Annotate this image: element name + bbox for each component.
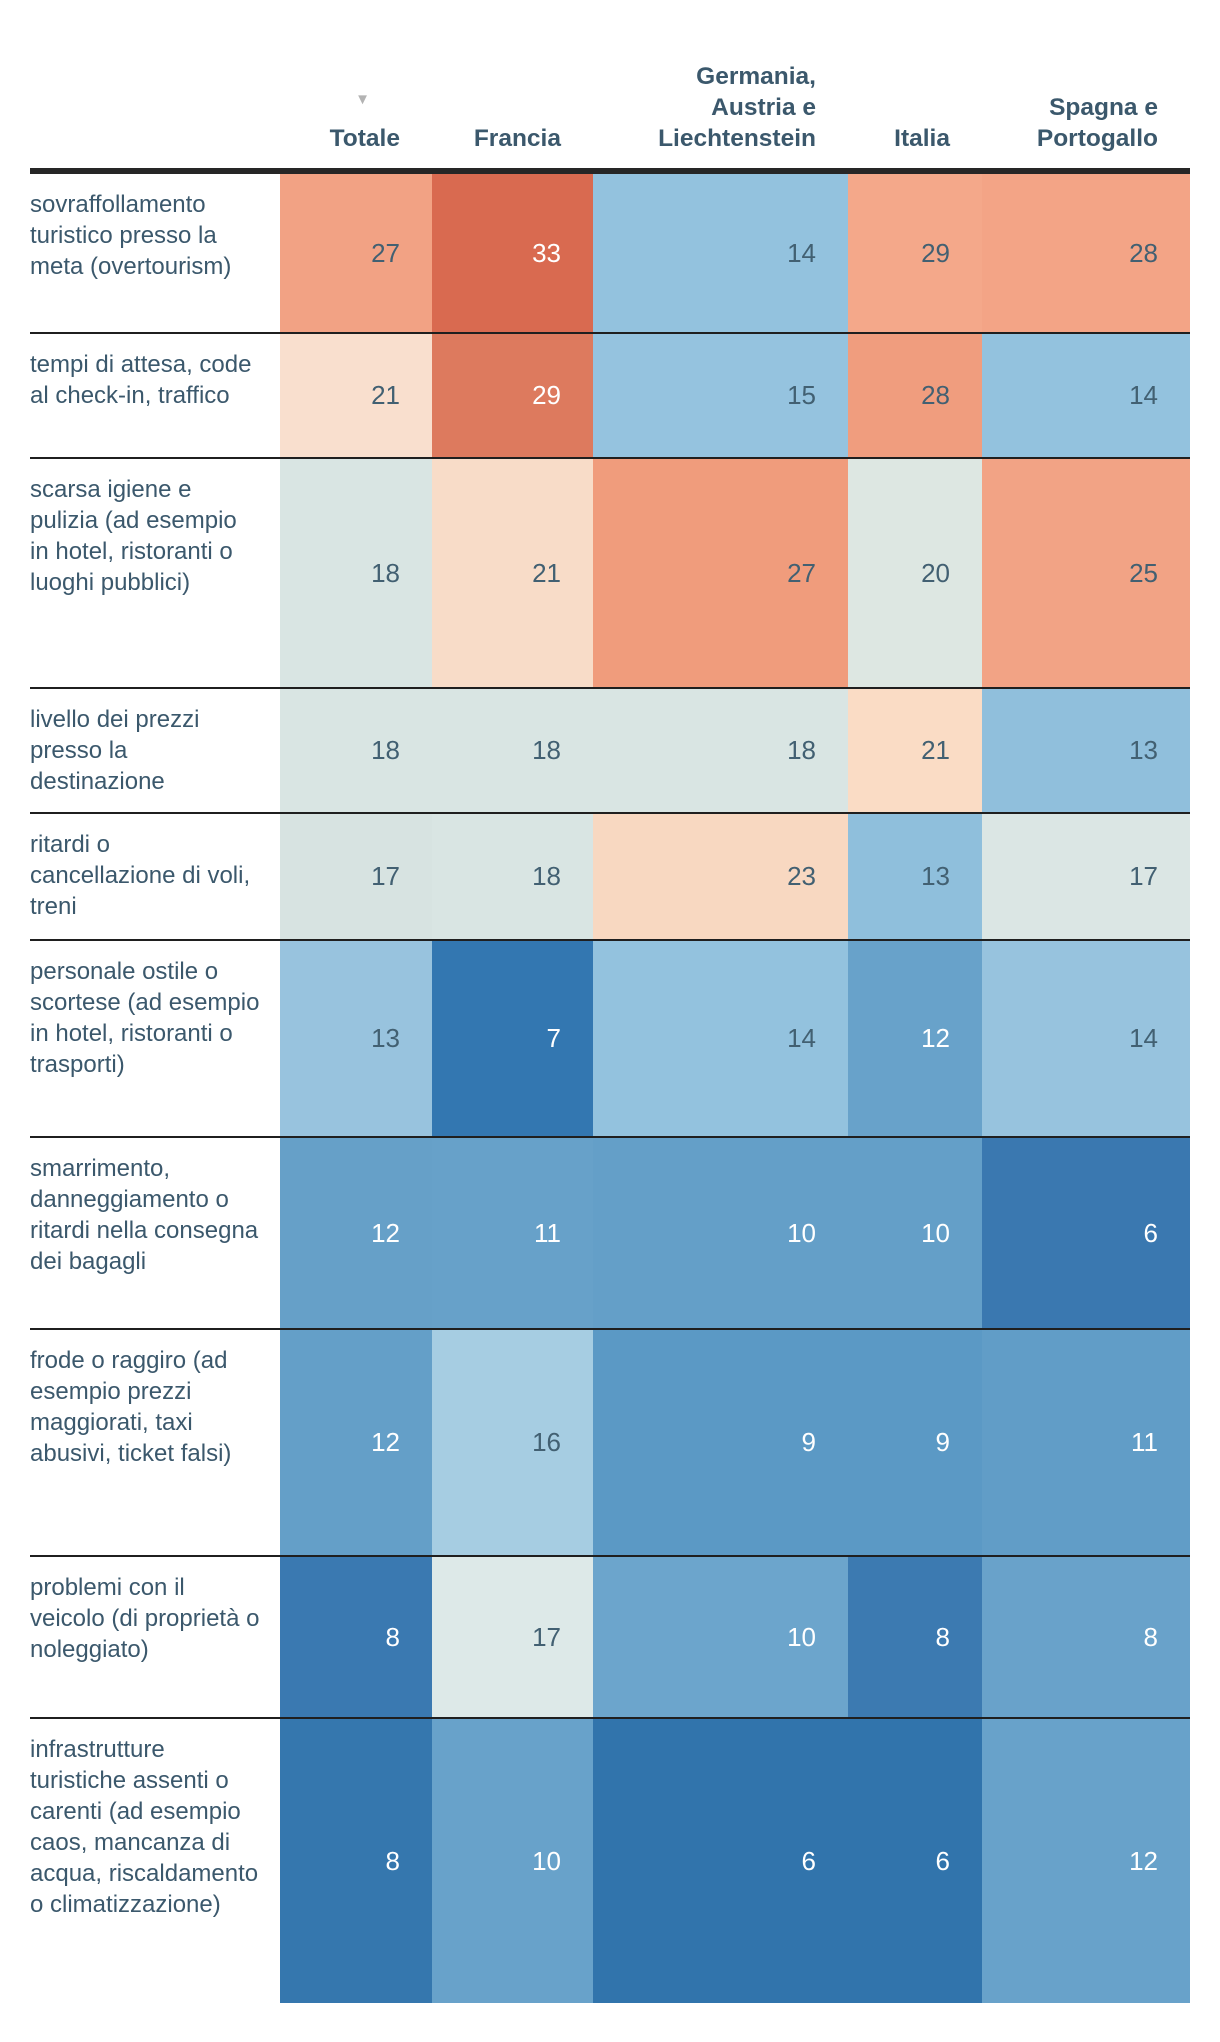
row-label: smarrimento, danneggiamento o ritardi ne… <box>30 1138 280 1328</box>
heatmap-cell-totale: 8 <box>280 1557 432 1717</box>
heatmap-cell-italia: 9 <box>848 1330 982 1555</box>
table-row: sovraffollamento turistico presso la met… <box>30 174 1190 332</box>
heatmap-cell-germania: 15 <box>593 334 848 457</box>
table-row: personale ostile o scortese (ad esempio … <box>30 939 1190 1136</box>
heatmap-cell-totale: 21 <box>280 334 432 457</box>
heatmap-cell-spagna: 12 <box>982 1719 1190 2003</box>
heatmap-cell-germania: 14 <box>593 941 848 1136</box>
heatmap-cell-francia: 29 <box>432 334 593 457</box>
table-body: sovraffollamento turistico presso la met… <box>30 168 1190 2003</box>
heatmap-cell-totale: 27 <box>280 174 432 332</box>
heatmap-cell-germania: 27 <box>593 459 848 687</box>
table-row: infrastrutture turistiche assenti o care… <box>30 1717 1190 2003</box>
heatmap-cell-spagna: 28 <box>982 174 1190 332</box>
heatmap-cell-germania: 10 <box>593 1557 848 1717</box>
heatmap-cell-totale: 8 <box>280 1719 432 2003</box>
heatmap-cell-spagna: 13 <box>982 689 1190 812</box>
heatmap-cell-spagna: 11 <box>982 1330 1190 1555</box>
table-row: frode o raggiro (ad esempio prezzi maggi… <box>30 1328 1190 1555</box>
row-label: problemi con il veicolo (di proprietà o … <box>30 1557 280 1717</box>
heatmap-cell-totale: 18 <box>280 689 432 812</box>
heatmap-cell-spagna: 25 <box>982 459 1190 687</box>
column-header-francia[interactable]: Francia <box>432 123 593 168</box>
table-row: ritardi o cancellazione di voli, treni 1… <box>30 812 1190 939</box>
heatmap-cell-italia: 6 <box>848 1719 982 2003</box>
column-header-label: Germania, Austria e Liechtenstein <box>658 63 816 152</box>
heatmap-cell-germania: 6 <box>593 1719 848 2003</box>
table-row: scarsa igiene e pulizia (ad esempio in h… <box>30 457 1190 687</box>
heatmap-cell-francia: 21 <box>432 459 593 687</box>
heatmap-cell-germania: 10 <box>593 1138 848 1328</box>
heatmap-cell-spagna: 14 <box>982 334 1190 457</box>
heatmap-cell-francia: 10 <box>432 1719 593 2003</box>
row-label: frode o raggiro (ad esempio prezzi maggi… <box>30 1330 280 1555</box>
column-header-label: Spagna e Portogallo <box>1036 94 1158 152</box>
table-row: livello dei prezzi presso la destinazion… <box>30 687 1190 812</box>
row-label: scarsa igiene e pulizia (ad esempio in h… <box>30 459 280 687</box>
heatmap-cell-italia: 10 <box>848 1138 982 1328</box>
row-label: infrastrutture turistiche assenti o care… <box>30 1719 280 2003</box>
row-label: ritardi o cancellazione di voli, treni <box>30 814 280 939</box>
heatmap-cell-italia: 12 <box>848 941 982 1136</box>
heatmap-cell-totale: 13 <box>280 941 432 1136</box>
heatmap-cell-francia: 18 <box>432 689 593 812</box>
heatmap-cell-italia: 29 <box>848 174 982 332</box>
table-header-row: ▼ Totale Francia Germania, Austria e Lie… <box>30 0 1190 168</box>
column-header-germania[interactable]: Germania, Austria e Liechtenstein <box>593 61 848 168</box>
heatmap-cell-totale: 17 <box>280 814 432 939</box>
sort-descending-icon: ▼ <box>355 91 370 108</box>
heatmap-cell-totale: 12 <box>280 1330 432 1555</box>
heatmap-table: ▼ Totale Francia Germania, Austria e Lie… <box>30 0 1190 2003</box>
column-header-totale[interactable]: ▼ Totale <box>280 92 432 168</box>
heatmap-cell-francia: 7 <box>432 941 593 1136</box>
table-row: problemi con il veicolo (di proprietà o … <box>30 1555 1190 1717</box>
heatmap-cell-italia: 28 <box>848 334 982 457</box>
heatmap-cell-germania: 14 <box>593 174 848 332</box>
heatmap-cell-spagna: 6 <box>982 1138 1190 1328</box>
heatmap-cell-totale: 12 <box>280 1138 432 1328</box>
table-row: tempi di attesa, code al check-in, traff… <box>30 332 1190 457</box>
heatmap-cell-italia: 8 <box>848 1557 982 1717</box>
heatmap-cell-germania: 18 <box>593 689 848 812</box>
heatmap-cell-francia: 16 <box>432 1330 593 1555</box>
heatmap-cell-spagna: 14 <box>982 941 1190 1136</box>
column-header-spagna[interactable]: Spagna e Portogallo <box>982 92 1190 168</box>
heatmap-cell-italia: 21 <box>848 689 982 812</box>
row-label: tempi di attesa, code al check-in, traff… <box>30 334 280 457</box>
column-header-label: Totale <box>329 125 400 152</box>
heatmap-cell-spagna: 8 <box>982 1557 1190 1717</box>
heatmap-cell-italia: 20 <box>848 459 982 687</box>
heatmap-cell-francia: 11 <box>432 1138 593 1328</box>
heatmap-cell-italia: 13 <box>848 814 982 939</box>
heatmap-cell-totale: 18 <box>280 459 432 687</box>
row-label: sovraffollamento turistico presso la met… <box>30 174 280 332</box>
row-label: personale ostile o scortese (ad esempio … <box>30 941 280 1136</box>
row-label: livello dei prezzi presso la destinazion… <box>30 689 280 812</box>
heatmap-cell-francia: 17 <box>432 1557 593 1717</box>
column-header-italia[interactable]: Italia <box>848 123 982 168</box>
heatmap-cell-francia: 18 <box>432 814 593 939</box>
table-row: smarrimento, danneggiamento o ritardi ne… <box>30 1136 1190 1328</box>
heatmap-cell-francia: 33 <box>432 174 593 332</box>
heatmap-cell-germania: 9 <box>593 1330 848 1555</box>
heatmap-cell-spagna: 17 <box>982 814 1190 939</box>
column-header-label: Italia <box>894 125 950 152</box>
column-header-label: Francia <box>473 125 561 152</box>
heatmap-cell-germania: 23 <box>593 814 848 939</box>
